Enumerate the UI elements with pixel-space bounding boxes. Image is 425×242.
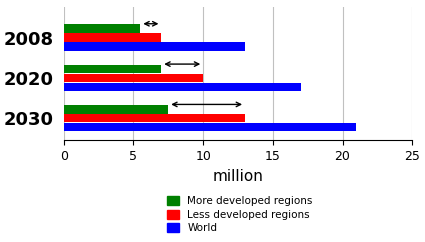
X-axis label: million: million — [212, 169, 264, 184]
Bar — [64, 114, 245, 122]
Bar — [64, 42, 245, 51]
Bar — [64, 74, 203, 82]
Bar — [64, 105, 168, 113]
Bar — [64, 24, 140, 33]
Bar — [64, 65, 162, 73]
Bar — [64, 123, 357, 131]
Bar — [64, 33, 162, 42]
Bar — [64, 83, 301, 91]
Legend: More developed regions, Less developed regions, World: More developed regions, Less developed r… — [167, 196, 313, 233]
